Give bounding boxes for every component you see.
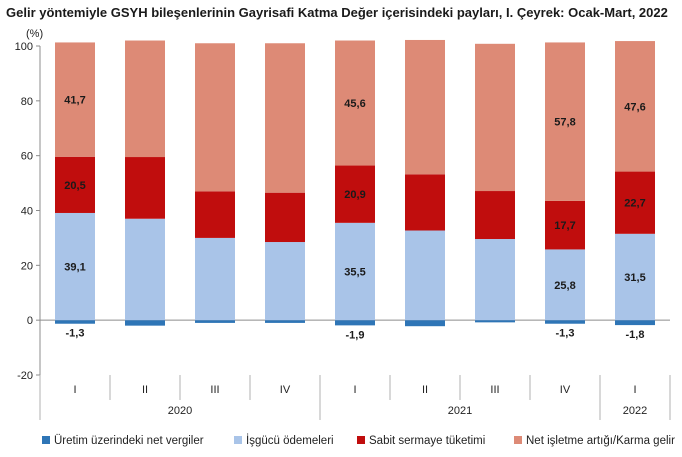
bar-segment (125, 40, 165, 158)
y-tick-label: -20 (17, 370, 33, 382)
y-tick-label: 40 (21, 206, 33, 218)
bar-segment (405, 174, 445, 231)
y-tick-label: 80 (21, 96, 33, 108)
bar-segment (405, 230, 445, 321)
data-labels: -1,3 39,1 20,5 41,7 -1,9 35,5 20,9 45,6 -1,3 25,8… (64, 95, 645, 342)
data-label: 39,1 (64, 262, 85, 274)
data-label: -1,3 (556, 328, 575, 340)
data-label: 25,8 (554, 280, 575, 292)
data-label: -1,3 (66, 328, 85, 340)
bar-segment (195, 43, 235, 192)
legend-item-label: Üretim üzerindeki net vergiler (54, 435, 204, 447)
legend-item-label: İşgücü ödemeleri (246, 434, 334, 447)
bar-segment (55, 156, 95, 213)
bar-segment (545, 200, 585, 250)
bar-segment (545, 320, 585, 324)
x-tick-label: I (633, 384, 636, 396)
data-label: -1,8 (626, 329, 645, 341)
legend-item-label: Net işletme artığı/Karma gelir (526, 435, 675, 447)
bar-segment (125, 218, 165, 321)
bar-segment (335, 320, 375, 326)
x-tick-label: II (422, 384, 428, 396)
data-label: 17,7 (554, 220, 575, 232)
bar-segment (265, 242, 305, 321)
bar-segment (125, 320, 165, 326)
bar-segment (475, 191, 515, 240)
bar-segment (55, 42, 95, 157)
bar-segment (475, 320, 515, 323)
bar-segment (475, 43, 515, 192)
legend-swatch (42, 436, 50, 444)
bar-segment (405, 320, 445, 327)
data-label: 20,9 (344, 189, 365, 201)
y-tick-label: 60 (21, 151, 33, 163)
legend-swatch (234, 436, 242, 444)
y-tick-label: 20 (21, 260, 33, 272)
bar-segment (195, 320, 235, 323)
bar-segment (615, 233, 655, 321)
legend: Üretim üzerindeki net vergiler İşgücü öde… (42, 434, 675, 447)
bar-segment (475, 239, 515, 321)
data-label: 35,5 (344, 267, 365, 279)
bar-segment (615, 171, 655, 234)
data-label: 41,7 (64, 95, 85, 107)
bar-segment (265, 320, 305, 323)
bar-segment (265, 192, 305, 243)
bar-segment (55, 212, 95, 321)
x-tick-label: IV (280, 384, 291, 396)
bar-segment (545, 249, 585, 321)
year-label: 2022 (623, 405, 647, 417)
bar-segment (405, 39, 445, 175)
data-label: 22,7 (624, 198, 645, 210)
data-label: -1,9 (346, 329, 365, 341)
x-tick-label: I (73, 384, 76, 396)
x-tick-label: II (142, 384, 148, 396)
bar-segment (615, 41, 655, 172)
bar-segment (55, 320, 95, 324)
data-label: 31,5 (624, 272, 645, 284)
x-tick-label: III (210, 384, 219, 396)
bar-segment (125, 157, 165, 219)
bar-segment (265, 43, 305, 193)
data-label: 20,5 (64, 180, 85, 192)
x-tick-label: IV (560, 384, 571, 396)
year-label: 2020 (168, 405, 192, 417)
bar-segment (195, 237, 235, 321)
bar-segment (335, 40, 375, 166)
legend-swatch (357, 436, 365, 444)
year-label: 2021 (448, 405, 472, 417)
chart-title: Gelir yöntemiyle GSYH bileşenlerinin Gay… (6, 5, 668, 20)
y-tick-label: 0 (27, 315, 33, 327)
data-label: 45,6 (344, 98, 365, 110)
legend-swatch (514, 436, 522, 444)
data-label: 47,6 (624, 101, 645, 113)
y-tick-label: 100 (15, 41, 33, 53)
data-label: 57,8 (554, 117, 575, 129)
bars (55, 39, 655, 327)
bar-segment (335, 222, 375, 321)
x-tick-label: III (490, 384, 499, 396)
y-unit-label: (%) (26, 28, 43, 40)
bar-segment (195, 191, 235, 238)
x-tick-label: I (353, 384, 356, 396)
bar-segment (545, 42, 585, 201)
bar-segment (615, 320, 655, 326)
legend-item-label: Sabit sermaye tüketimi (369, 435, 485, 447)
bar-segment (335, 165, 375, 223)
